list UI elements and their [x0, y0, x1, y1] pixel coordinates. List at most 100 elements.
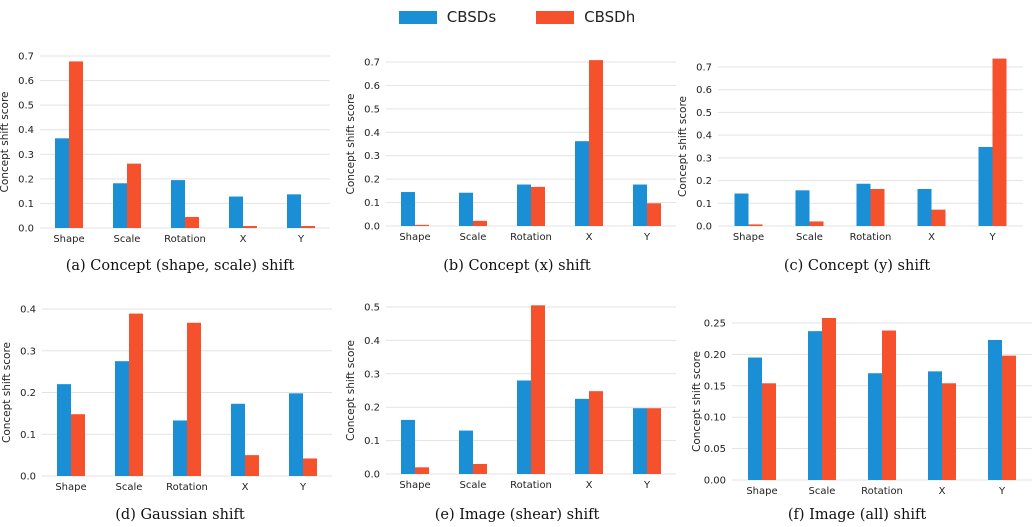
y-tick-label: 0.0	[364, 470, 380, 481]
bar-cbsdh-x	[589, 60, 603, 226]
y-tick-label: 0.3	[18, 150, 34, 161]
bar-cbsds-y	[289, 393, 303, 476]
y-tick-label: 0.4	[696, 131, 712, 142]
bar-cbsdh-rotation	[882, 330, 896, 480]
bar-cbsdh-scale	[473, 220, 487, 226]
chart-panel-e: 0.0 0.1 0.2 0.3 0.4 0.5 Concept shift score Sha…	[338, 290, 682, 505]
bar-cbsds-shape	[55, 138, 69, 228]
y-tick-label: 0.7	[364, 58, 380, 69]
x-tick-label: Rotation	[510, 480, 552, 491]
bar-cbsds-scale	[115, 361, 129, 476]
y-axis-label: Concept shift score	[1, 342, 13, 443]
x-tick-label: Shape	[399, 232, 430, 243]
bar-cbsdh-rotation	[870, 188, 885, 226]
legend-item-cbsdh: CBSDh	[536, 8, 635, 26]
y-axis-label: Concept shift score	[345, 94, 357, 195]
bar-cbsds-y	[988, 339, 1002, 480]
bar-cbsdh-shape	[762, 383, 776, 480]
bar-cbsdh-scale	[127, 163, 141, 228]
bar-cbsdh-y	[647, 203, 661, 226]
x-tick-label: X	[928, 232, 935, 243]
x-tick-label: Y	[643, 480, 651, 491]
y-tick-label: 0.4	[364, 336, 380, 347]
y-tick-label: 0.1	[364, 436, 380, 447]
bar-chart-svg: 0.0 0.1 0.2 0.3 0.4 0.5 0.6 0.7 Concept shift sc…	[0, 52, 330, 245]
bar-cbsdh-shape	[415, 467, 429, 474]
x-tick-label: Y	[643, 232, 651, 243]
x-tick-label: X	[586, 480, 593, 491]
y-axis-label: Concept shift score	[345, 340, 357, 441]
bar-cbsds-x	[575, 398, 589, 474]
bar-cbsds-y	[287, 194, 301, 228]
x-tick-label: Scale	[460, 480, 487, 491]
caption-d: (d) Gaussian shift	[115, 507, 245, 523]
bar-cbsdh-x	[931, 209, 946, 226]
y-tick-label: 0.6	[18, 76, 34, 87]
legend-swatch-cbsds	[398, 10, 437, 24]
bar-cbsds-shape	[401, 419, 415, 474]
y-tick-label: 0.3	[696, 153, 712, 164]
x-tick-label: Shape	[53, 234, 84, 245]
x-tick-label: Rotation	[850, 232, 892, 243]
bar-cbsdh-rotation	[185, 216, 199, 228]
bar-cbsdh-y	[992, 58, 1007, 226]
bar-cbsdh-scale	[129, 313, 143, 476]
chart-panel-f: 0.00 0.05 0.10 0.15 0.20 0.25 Concept shift sc…	[676, 290, 1034, 505]
bar-cbsdh-shape	[415, 224, 429, 226]
y-tick-label: 0.20	[704, 350, 726, 361]
x-tick-label: Rotation	[166, 482, 208, 493]
caption-a: (a) Concept (shape, scale) shift	[65, 258, 295, 274]
bar-cbsds-x	[575, 141, 589, 226]
bar-cbsds-scale	[808, 331, 822, 480]
legend-label-cbsds: CBSDs	[446, 8, 497, 26]
bar-cbsdh-y	[301, 226, 315, 228]
legend-swatch-cbsdh	[536, 10, 575, 24]
y-axis-label: Concept shift score	[0, 92, 11, 193]
x-tick-label: X	[586, 232, 593, 243]
y-tick-label: 0.2	[364, 175, 380, 186]
x-tick-label: X	[939, 486, 946, 497]
x-tick-label: Scale	[460, 232, 487, 243]
bar-cbsds-shape	[748, 357, 762, 480]
bar-cbsdh-y	[303, 458, 317, 476]
y-tick-label: 0.00	[704, 476, 726, 487]
bar-cbsds-x	[229, 196, 243, 228]
bar-cbsdh-rotation	[531, 186, 545, 226]
y-tick-label: 0.2	[364, 403, 380, 414]
bar-cbsds-shape	[734, 193, 749, 226]
bar-cbsdh-scale	[822, 317, 836, 480]
y-tick-label: 0.5	[18, 101, 34, 112]
x-tick-label: Scale	[809, 486, 836, 497]
bar-cbsds-rotation	[517, 380, 531, 474]
y-tick-label: 0.4	[20, 305, 36, 316]
bar-cbsds-x	[928, 371, 942, 480]
bar-cbsds-rotation	[171, 180, 185, 228]
y-tick-label: 0.3	[20, 346, 36, 357]
caption-e: (e) Image (shear) shift	[434, 507, 600, 523]
y-tick-label: 0.1	[18, 199, 34, 210]
bar-chart-svg: 0.0 0.1 0.2 0.3 0.4 0.5 0.6 0.7 Concept shift sc…	[677, 58, 1023, 243]
x-tick-label: Rotation	[510, 232, 552, 243]
bar-cbsds-rotation	[173, 420, 187, 476]
y-tick-label: 0.5	[364, 104, 380, 115]
chart-panel-b: 0.0 0.1 0.2 0.3 0.4 0.5 0.6 0.7 Concept shift sc…	[338, 38, 682, 253]
y-tick-label: 0.2	[20, 388, 36, 399]
x-tick-label: Rotation	[861, 486, 903, 497]
y-tick-label: 0.3	[364, 151, 380, 162]
chart-panel-c: 0.0 0.1 0.2 0.3 0.4 0.5 0.6 0.7 Concept shift sc…	[676, 38, 1029, 253]
bar-chart-svg: 0.0 0.1 0.2 0.3 0.4 Concept shift score Shape S…	[1, 305, 332, 493]
chart-panel-d: 0.0 0.1 0.2 0.3 0.4 Concept shift score Shape S…	[0, 290, 338, 505]
bar-cbsdh-y	[647, 408, 661, 474]
x-tick-label: Shape	[55, 482, 86, 493]
y-tick-label: 0.5	[696, 108, 712, 119]
bar-cbsds-rotation	[856, 183, 871, 226]
x-tick-label: Shape	[746, 486, 777, 497]
y-tick-label: 0.1	[364, 198, 380, 209]
chart-panel-a: 0.0 0.1 0.2 0.3 0.4 0.5 0.6 0.7 Concept shift sc…	[0, 38, 336, 253]
bar-cbsds-scale	[113, 183, 127, 228]
x-tick-label: Shape	[399, 480, 430, 491]
bar-cbsdh-shape	[71, 414, 85, 476]
bar-cbsdh-x	[942, 383, 956, 480]
y-tick-label: 0.4	[18, 125, 34, 136]
y-tick-label: 0.4	[364, 128, 380, 139]
